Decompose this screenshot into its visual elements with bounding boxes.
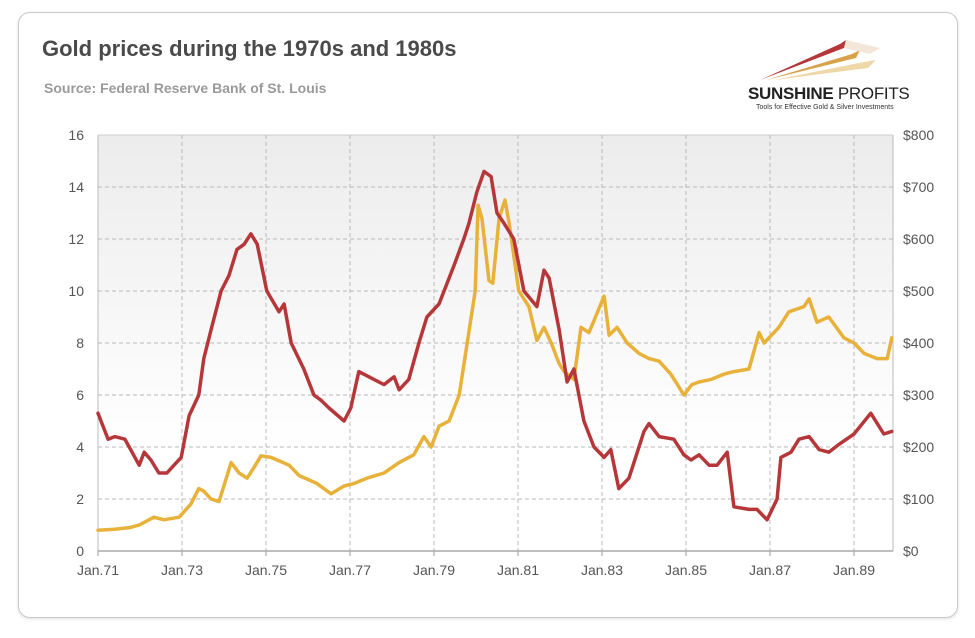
y-right-tick-label: $400: [903, 335, 934, 351]
y-right-tick-label: $300: [903, 387, 934, 403]
y-left-tick-label: 0: [76, 543, 84, 559]
x-tick-label: Jan.87: [749, 562, 791, 578]
x-tick-label: Jan.77: [329, 562, 371, 578]
y-right-tick-label: $0: [903, 543, 919, 559]
y-left-tick-label: 12: [68, 231, 84, 247]
chart-source: Source: Federal Reserve Bank of St. Loui…: [44, 80, 327, 96]
x-tick-label: Jan.71: [77, 562, 119, 578]
y-left-tick-label: 10: [68, 283, 84, 299]
x-tick-label: Jan.85: [665, 562, 707, 578]
y-right-tick-label: $800: [903, 127, 934, 143]
series-line-left-axis: [96, 169, 894, 522]
y-left-tick-label: 6: [76, 387, 84, 403]
y-right-tick-label: $100: [903, 491, 934, 507]
x-tick-label: Jan.75: [245, 562, 287, 578]
logo-name-bold: SUNSHINE: [748, 84, 834, 103]
series-group: [96, 169, 894, 532]
y-right-tick-label: $500: [903, 283, 934, 299]
x-tick-label: Jan.89: [833, 562, 875, 578]
y-right-tick-label: $600: [903, 231, 934, 247]
y-right-tick-label: $700: [903, 179, 934, 195]
series-line-gold-price: [96, 198, 894, 532]
logo-name-light: PROFITS: [837, 84, 910, 103]
x-tick-label: Jan.79: [413, 562, 455, 578]
y-left-tick-label: 2: [76, 491, 84, 507]
tick-labels: 0 2 4 6 8 10 12 14 16 $0 $100 $200 $300 $400 $500 $600 $…: [68, 127, 934, 578]
logo-streaks-icon: [760, 40, 880, 80]
x-tick-label: Jan.81: [497, 562, 539, 578]
logo-tagline: Tools for Effective Gold & Silver Invest…: [756, 104, 894, 111]
x-tick-label: Jan.83: [581, 562, 623, 578]
sunshine-profits-logo: SUNSHINE PROFITS Tools for Effective Gol…: [740, 34, 940, 114]
y-left-tick-label: 14: [68, 179, 84, 195]
axes: [97, 134, 894, 556]
y-left-tick-label: 8: [76, 335, 84, 351]
x-tick-label: Jan.73: [161, 562, 203, 578]
y-left-tick-label: 4: [76, 439, 84, 455]
chart-title: Gold prices during the 1970s and 1980s: [42, 36, 457, 61]
gridlines: [98, 134, 893, 551]
y-left-tick-label: 16: [68, 127, 84, 143]
y-right-tick-label: $200: [903, 439, 934, 455]
